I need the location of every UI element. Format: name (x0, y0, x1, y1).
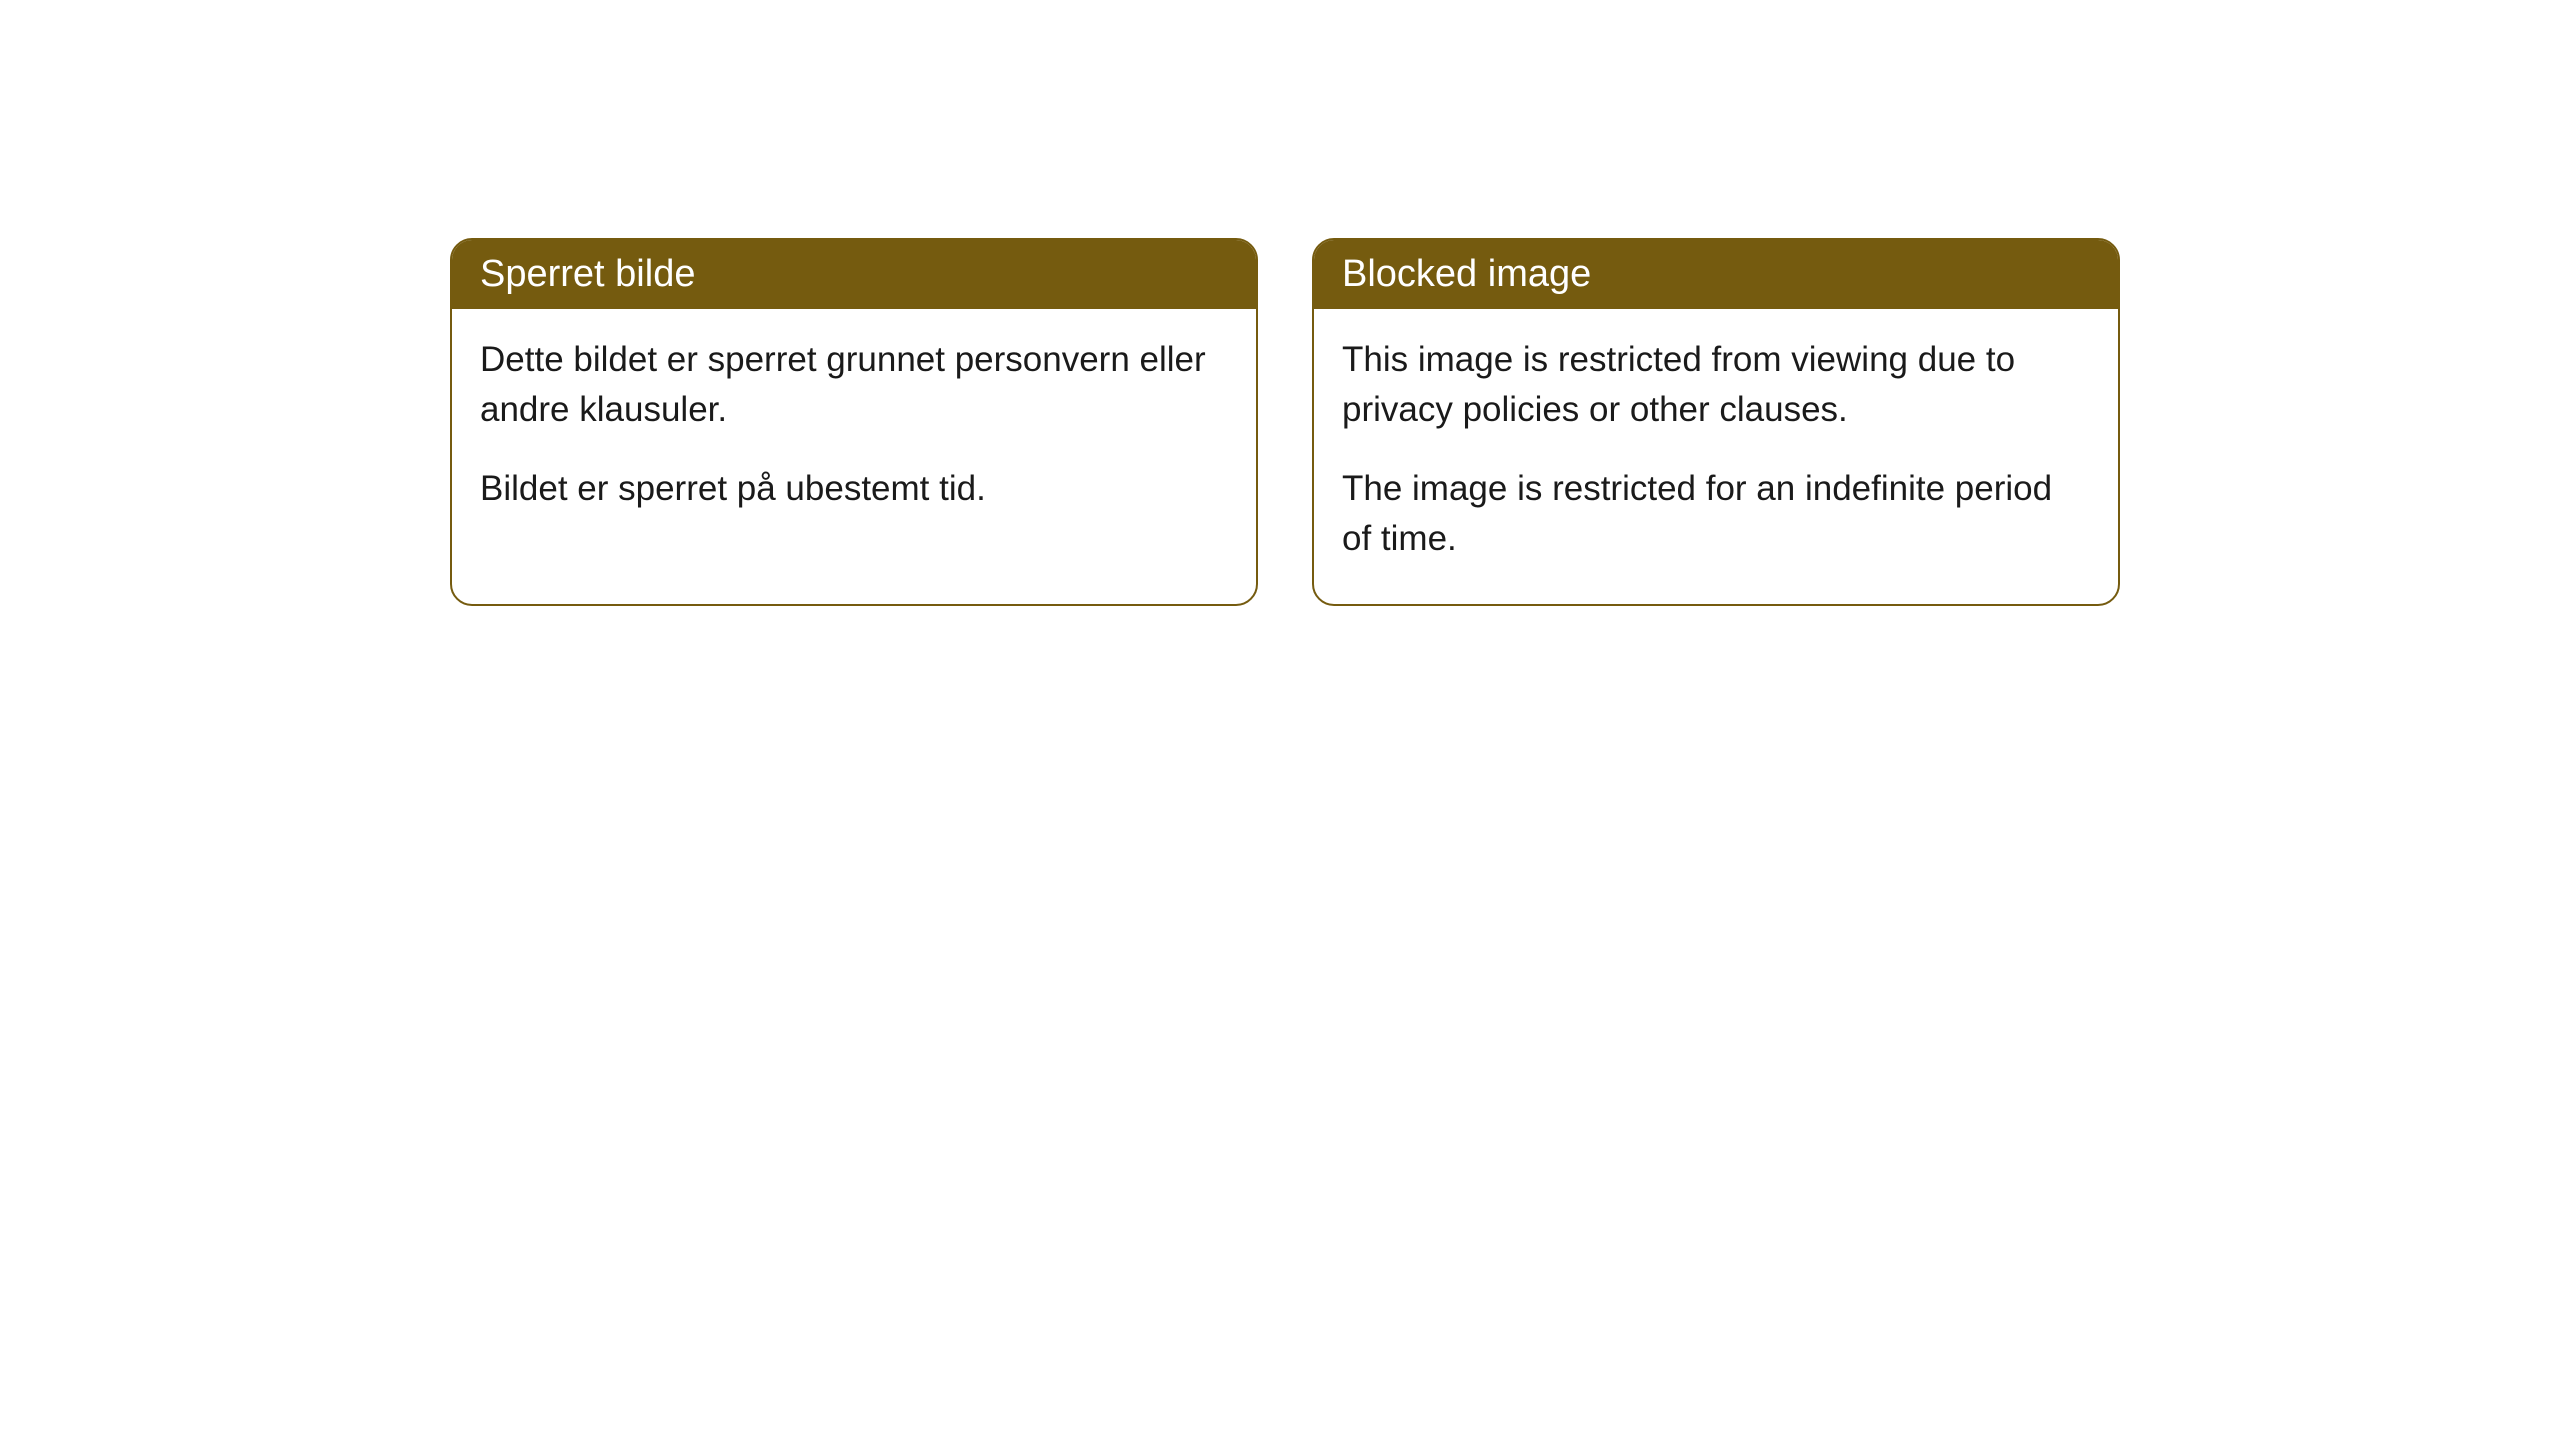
cards-container: Sperret bilde Dette bildet er sperret gr… (450, 238, 2120, 606)
card-header: Blocked image (1314, 240, 2118, 309)
card-body: Dette bildet er sperret grunnet personve… (452, 309, 1256, 554)
blocked-image-card-norwegian: Sperret bilde Dette bildet er sperret gr… (450, 238, 1258, 606)
card-paragraph-1: This image is restricted from viewing du… (1342, 335, 2090, 434)
card-paragraph-1: Dette bildet er sperret grunnet personve… (480, 335, 1228, 434)
blocked-image-card-english: Blocked image This image is restricted f… (1312, 238, 2120, 606)
card-header: Sperret bilde (452, 240, 1256, 309)
card-title: Blocked image (1342, 253, 1591, 295)
card-title: Sperret bilde (480, 253, 695, 295)
card-paragraph-2: Bildet er sperret på ubestemt tid. (480, 464, 1228, 514)
card-body: This image is restricted from viewing du… (1314, 309, 2118, 604)
card-paragraph-2: The image is restricted for an indefinit… (1342, 464, 2090, 563)
